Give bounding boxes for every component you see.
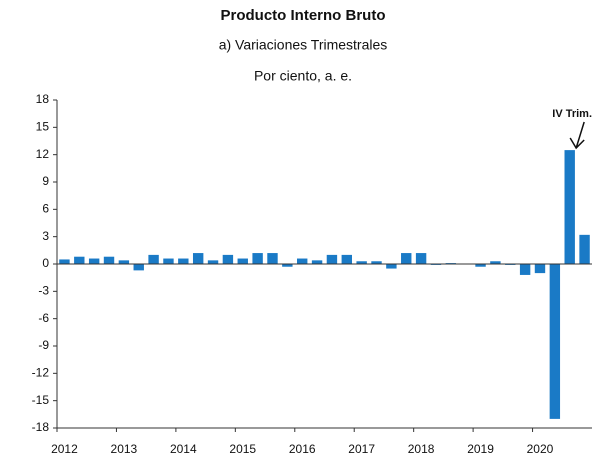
y-tick-label: 15: [36, 120, 50, 134]
bar: [148, 254, 159, 264]
bar: [386, 264, 397, 269]
bar: [163, 258, 174, 264]
annotation: IV Trim.: [552, 108, 592, 120]
bar: [371, 261, 382, 264]
y-tick-label: -18: [32, 420, 50, 434]
x-tick-label: 2020: [527, 442, 554, 456]
annotation-arrow: [569, 121, 585, 150]
bar: [192, 253, 204, 264]
bar: [103, 256, 115, 264]
bar: [490, 261, 501, 264]
unit-label: Por ciento, a. e.: [254, 68, 352, 84]
bar: [133, 264, 144, 271]
bar: [356, 261, 367, 264]
bar: [341, 254, 352, 264]
y-tick-label: 0: [42, 256, 49, 270]
x-tick-label: 2014: [170, 442, 197, 456]
y-tick-label: -12: [32, 366, 50, 380]
bar: [282, 264, 293, 267]
bar: [88, 258, 100, 264]
bar: [415, 253, 427, 264]
y-tick-label: -3: [38, 284, 49, 298]
chart-subtitle: a) Variaciones Trimestrales: [219, 37, 388, 53]
bar: [564, 150, 575, 264]
y-tick-label: -15: [32, 393, 50, 407]
bar: [534, 264, 546, 274]
bar: [178, 258, 189, 264]
y-tick-label: -9: [38, 338, 49, 352]
bar: [74, 256, 85, 264]
y-tick-label: 18: [36, 92, 50, 106]
x-tick-label: 2012: [51, 442, 78, 456]
bar: [267, 253, 278, 264]
x-tick-label: 2017: [348, 442, 375, 456]
y-tick-label: 6: [42, 202, 49, 216]
bar: [118, 260, 130, 264]
bar: [326, 254, 338, 264]
bar: [519, 264, 531, 275]
bar: [297, 258, 308, 264]
bar: [252, 253, 263, 264]
bar: [401, 253, 412, 264]
y-tick-label: 12: [36, 147, 50, 161]
bar: [579, 234, 590, 264]
y-tick-label: 9: [42, 174, 49, 188]
chart-title: Producto Interno Bruto: [221, 7, 386, 24]
x-tick-label: 2018: [408, 442, 435, 456]
bar: [59, 259, 70, 264]
bar: [237, 258, 248, 264]
bar: [207, 260, 219, 264]
y-tick-label: 3: [42, 229, 49, 243]
x-tick-label: 2013: [111, 442, 138, 456]
bar: [549, 264, 561, 419]
x-tick-label: 2019: [467, 442, 494, 456]
y-tick-label: -6: [38, 311, 49, 325]
x-tick-label: 2016: [289, 442, 316, 456]
bar: [311, 260, 323, 264]
bar: [475, 264, 486, 267]
x-tick-label: 2015: [229, 442, 256, 456]
bar: [222, 254, 234, 264]
